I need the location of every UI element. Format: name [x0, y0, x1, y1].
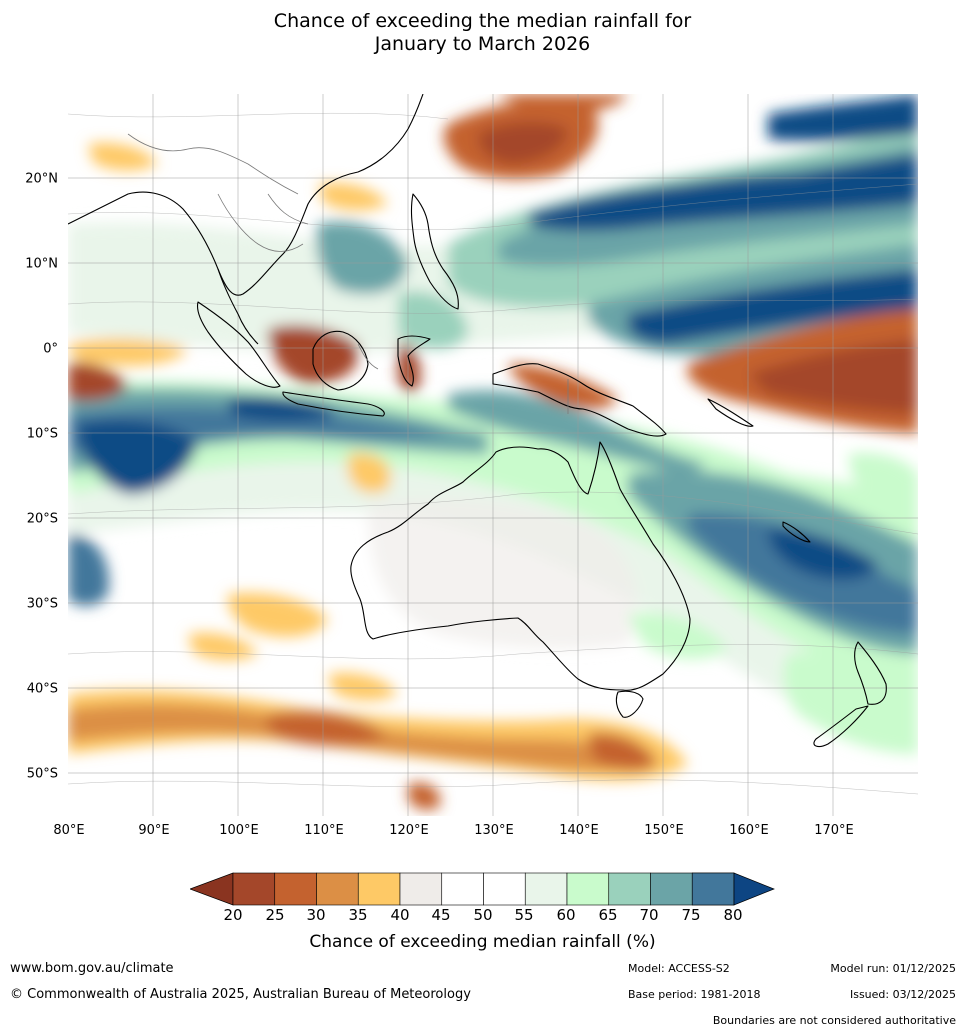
lon-label-120e: 120°E [389, 823, 429, 838]
lat-label-50s: 50°S [26, 766, 58, 782]
footer-issued: Issued: 03/12/2025 [849, 988, 956, 1001]
colorbar-box [316, 872, 359, 906]
coastlines [68, 94, 887, 748]
colorbar-box [232, 872, 276, 906]
colorbar-box [608, 872, 651, 906]
lat-label-40s: 40°S [26, 681, 58, 697]
colorbar-boxes [232, 872, 735, 906]
colorbar-box [357, 872, 401, 906]
sulawesi-coast [397, 335, 431, 387]
colorbar-box [566, 872, 610, 906]
lon-label-130e: 130°E [474, 823, 514, 838]
colorbar-label: Chance of exceeding median rainfall (%) [309, 932, 656, 952]
contour-lines [68, 112, 918, 795]
asia-coast [68, 94, 424, 296]
lon-label-150e: 150°E [644, 823, 684, 838]
colorbar-box [441, 872, 484, 906]
new-zealand-north [854, 641, 887, 705]
colorbar-box [524, 872, 568, 906]
footer-copyright: © Commonwealth of Australia 2025, Austra… [10, 987, 471, 1002]
map-title: Chance of exceeding the median rainfall … [0, 10, 965, 56]
gridlines [68, 94, 918, 816]
footer-base-period: Base period: 1981-2018 [628, 988, 761, 1001]
lat-label-10n: 10°N [25, 256, 58, 272]
colorbar-tick: 25 [265, 906, 285, 924]
colorbar-tick: 30 [306, 906, 326, 924]
lon-label-80e: 80°E [53, 823, 85, 838]
new-zealand-south [813, 705, 869, 748]
colorbar-tick: 40 [390, 906, 410, 924]
tasmania-coast [615, 690, 644, 718]
title-line-2: January to March 2026 [374, 33, 591, 55]
footer-url[interactable]: www.bom.gov.au/climate [10, 961, 174, 976]
rainfall-map [68, 94, 918, 816]
colorbar-tick: 70 [639, 906, 659, 924]
colorbar-tick: 80 [723, 906, 743, 924]
malay-peninsula-coast [217, 268, 259, 345]
new-guinea-coast [492, 363, 667, 437]
lon-label-170e: 170°E [814, 823, 854, 838]
rainfall-field [68, 94, 918, 810]
borneo-coast [312, 330, 369, 391]
lon-label-140e: 140°E [559, 823, 599, 838]
colorbar-tick: 45 [431, 906, 451, 924]
lon-label-160e: 160°E [729, 823, 769, 838]
java-coast [282, 391, 385, 417]
lat-label-10s: 10°S [26, 426, 58, 442]
philippines-coast [410, 193, 459, 310]
colorbar-tick: 50 [473, 906, 493, 924]
sumatra-coast [196, 301, 281, 388]
colorbar-tick: 60 [556, 906, 576, 924]
colorbar-tick: 55 [514, 906, 534, 924]
lon-label-90e: 90°E [138, 823, 170, 838]
colorbar-tick: 75 [681, 906, 701, 924]
lat-label-20s: 20°S [26, 511, 58, 527]
footer-model: Model: ACCESS-S2 [628, 962, 730, 975]
lon-label-100e: 100°E [219, 823, 259, 838]
australia-coast [350, 441, 691, 691]
footer-disclaimer: Boundaries are not considered authoritat… [712, 1014, 956, 1027]
footer-model-run: Model run: 01/12/2025 [830, 962, 956, 975]
colorbar-tick: 35 [348, 906, 368, 924]
lat-label-0: 0° [43, 341, 58, 357]
colorbar-box [483, 872, 526, 906]
colorbar-under-arrow [190, 872, 234, 906]
new-caledonia-coast [782, 521, 811, 543]
lat-label-30s: 30°S [26, 596, 58, 612]
colorbar-tick: 20 [223, 906, 243, 924]
title-line-1: Chance of exceeding the median rainfall … [273, 10, 692, 32]
colorbar-box [691, 872, 735, 906]
colorbar-tick: 65 [598, 906, 618, 924]
colorbar-box [399, 872, 443, 906]
solomon-islands-coast [707, 398, 754, 427]
lat-label-20n: 20°N [25, 171, 58, 187]
colorbar-over-arrow [733, 872, 775, 906]
country-borders [127, 133, 569, 414]
colorbar [190, 872, 775, 906]
colorbar-box [650, 872, 693, 906]
lon-label-110e: 110°E [304, 823, 344, 838]
colorbar-box [274, 872, 317, 906]
